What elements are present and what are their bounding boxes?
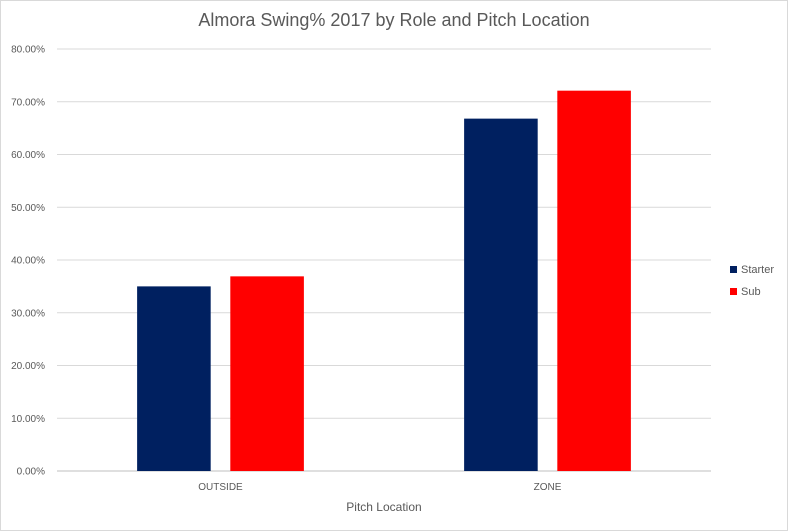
- x-axis-categories: OUTSIDE ZONE: [198, 482, 561, 493]
- y-tick-label: 40.00%: [11, 256, 45, 267]
- bar-starter-outside: [137, 286, 211, 471]
- x-category-label: ZONE: [534, 482, 562, 493]
- legend-label-sub: Sub: [741, 286, 761, 298]
- legend-swatch-starter: [730, 266, 737, 273]
- bars: [137, 90, 631, 472]
- y-tick-label: 70.00%: [11, 97, 45, 108]
- bar-starter-zone: [464, 118, 538, 471]
- bar-sub-zone: [557, 90, 631, 472]
- y-tick-label: 80.00%: [11, 45, 45, 56]
- y-tick-label: 60.00%: [11, 150, 45, 161]
- y-tick-label: 20.00%: [11, 361, 45, 372]
- x-axis-title: Pitch Location: [346, 500, 421, 514]
- y-tick-label: 10.00%: [11, 414, 45, 425]
- y-tick-label: 0.00%: [17, 467, 45, 478]
- legend-swatch-sub: [730, 288, 737, 295]
- y-axis-ticks: 0.00% 10.00% 20.00% 30.00% 40.00% 50.00% 60.00…: [11, 45, 45, 478]
- y-tick-label: 50.00%: [11, 203, 45, 214]
- bar-sub-outside: [230, 276, 304, 471]
- chart-title: Almora Swing% 2017 by Role and Pitch Loc…: [198, 10, 590, 30]
- x-category-label: OUTSIDE: [198, 482, 243, 493]
- legend-label-starter: Starter: [741, 264, 774, 276]
- legend: Starter Sub: [730, 264, 774, 298]
- y-tick-label: 30.00%: [11, 308, 45, 319]
